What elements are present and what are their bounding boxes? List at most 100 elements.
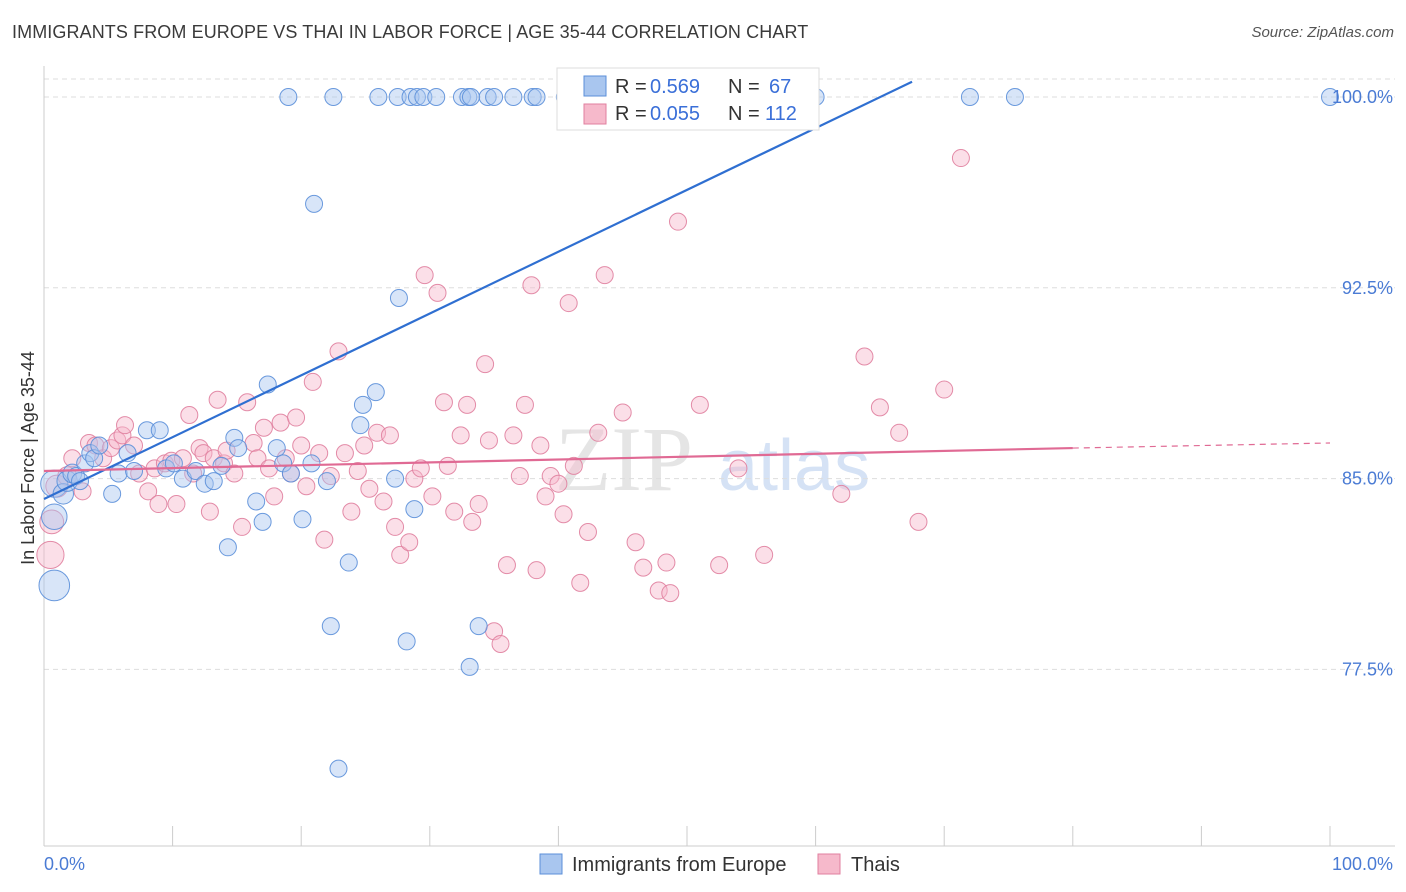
europe-point bbox=[504, 88, 523, 106]
bottom-legend-label-europe: Immigrants from Europe bbox=[572, 854, 787, 876]
thais-point bbox=[661, 584, 680, 603]
thais-point bbox=[515, 395, 534, 414]
thais-point bbox=[445, 502, 464, 521]
thais-point bbox=[405, 469, 424, 488]
europe-point bbox=[279, 88, 298, 106]
x-tick-label-start: 0.0% bbox=[44, 854, 85, 874]
legend-r-label-thais: R = bbox=[615, 103, 647, 125]
thais-point bbox=[479, 431, 498, 450]
thais-point bbox=[139, 482, 158, 501]
thais-point bbox=[935, 380, 954, 399]
thais-point bbox=[355, 436, 374, 455]
thais-point bbox=[400, 533, 419, 552]
thais-point bbox=[108, 431, 127, 450]
x-tick-label-end: 100.0% bbox=[1332, 854, 1393, 874]
thais-point bbox=[549, 474, 568, 493]
thais-point bbox=[578, 523, 597, 542]
europe-point bbox=[427, 88, 446, 106]
europe-point bbox=[229, 439, 248, 458]
y-axis-label: In Labor Force | Age 35-44 bbox=[18, 351, 38, 565]
thais-point bbox=[870, 398, 889, 417]
thais-point bbox=[657, 553, 676, 572]
thais-point bbox=[613, 403, 632, 422]
tick-labels: 77.5% 85.0% 92.5% 100.0% 0.0% 100.0% bbox=[44, 87, 1393, 874]
europe-point bbox=[204, 472, 223, 491]
europe-point bbox=[305, 194, 324, 213]
europe-point bbox=[324, 88, 343, 106]
thais-point bbox=[909, 512, 928, 531]
thais-point bbox=[571, 573, 590, 592]
europe-point bbox=[41, 503, 68, 531]
legend-n-value-thais: 112 bbox=[765, 103, 797, 125]
thais-point bbox=[476, 355, 495, 374]
thais-point bbox=[559, 294, 578, 313]
thais-point bbox=[423, 487, 442, 506]
thais-point bbox=[167, 495, 186, 514]
thais-point bbox=[335, 444, 354, 463]
thais-point bbox=[504, 426, 523, 445]
legend-swatch-thais bbox=[583, 103, 607, 125]
thais-point bbox=[116, 416, 135, 435]
legend-r-value-thais: 0.055 bbox=[650, 103, 700, 125]
europe-point bbox=[137, 421, 156, 440]
thais-point bbox=[297, 477, 316, 496]
source-credit: Source: ZipAtlas.com bbox=[1251, 24, 1394, 41]
thais-point bbox=[497, 556, 516, 575]
thais-point bbox=[348, 461, 367, 480]
thais-point bbox=[564, 456, 583, 475]
thais-point bbox=[415, 266, 434, 285]
thais-point bbox=[469, 495, 488, 514]
thais-point bbox=[536, 487, 555, 506]
thais-point bbox=[522, 276, 541, 295]
thais-point bbox=[200, 502, 219, 521]
europe-point bbox=[460, 657, 479, 676]
thais-point bbox=[113, 426, 132, 445]
europe-point bbox=[389, 288, 408, 307]
europe-point bbox=[38, 569, 71, 602]
thais-point bbox=[380, 426, 399, 445]
thais-point bbox=[451, 426, 470, 445]
y-tick-label: 92.5% bbox=[1342, 278, 1393, 298]
thais-point bbox=[434, 393, 453, 412]
thais-point bbox=[374, 492, 393, 511]
thais-point bbox=[208, 390, 227, 409]
thais-point bbox=[39, 509, 65, 535]
thais-point bbox=[668, 212, 687, 231]
thais-point bbox=[360, 479, 379, 498]
europe-point bbox=[339, 553, 358, 572]
thais-point bbox=[184, 464, 203, 483]
legend-swatch-europe bbox=[583, 75, 607, 97]
gridlines bbox=[44, 78, 1395, 670]
thais-point bbox=[634, 558, 653, 577]
thais-point bbox=[832, 484, 851, 503]
thais-point bbox=[233, 517, 252, 536]
axes bbox=[43, 66, 1395, 847]
europe-point bbox=[1005, 88, 1024, 106]
europe-point bbox=[103, 484, 122, 503]
europe-point bbox=[407, 88, 426, 106]
europe-point bbox=[225, 428, 244, 447]
thais-point bbox=[36, 540, 65, 570]
europe-point bbox=[274, 454, 293, 473]
europe-point bbox=[414, 88, 433, 106]
europe-point bbox=[452, 88, 471, 106]
europe-point bbox=[302, 454, 321, 473]
europe-point bbox=[478, 88, 497, 106]
thais-trend-line bbox=[43, 446, 1073, 473]
trend-lines bbox=[43, 80, 1331, 500]
europe-point bbox=[281, 464, 300, 483]
thais-point bbox=[554, 505, 573, 524]
chart-title: IMMIGRANTS FROM EUROPE VS THAI IN LABOR … bbox=[12, 22, 809, 42]
thais-point bbox=[649, 581, 668, 600]
bottom-legend-swatch-europe bbox=[539, 853, 563, 875]
y-tick-label: 100.0% bbox=[1332, 87, 1393, 107]
thais-point bbox=[428, 283, 447, 302]
europe-point bbox=[90, 436, 109, 455]
thais-point bbox=[589, 423, 608, 442]
thais-point bbox=[458, 395, 477, 414]
thais-point bbox=[310, 444, 329, 463]
thais-point bbox=[194, 444, 213, 463]
thais-point bbox=[292, 436, 311, 455]
thais-point bbox=[260, 459, 279, 478]
